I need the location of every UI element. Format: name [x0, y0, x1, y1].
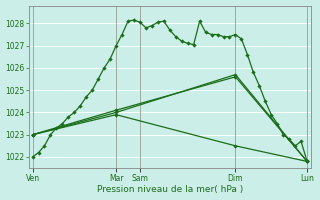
X-axis label: Pression niveau de la mer( hPa ): Pression niveau de la mer( hPa ) — [97, 185, 243, 194]
